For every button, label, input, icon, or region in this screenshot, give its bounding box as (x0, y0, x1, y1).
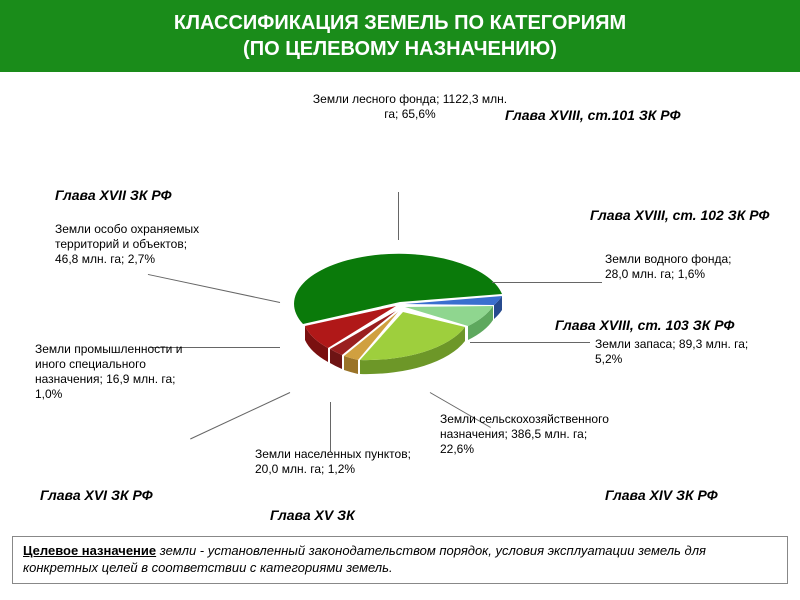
header-banner: КЛАССИФИКАЦИЯ ЗЕМЕЛЬ ПО КАТЕГОРИЯМ (ПО Ц… (0, 0, 800, 72)
chart-area: Земли лесного фонда; 1122,3 млн. га; 65,… (0, 72, 800, 532)
chapter-xviii-101: Глава XVIII, ст.101 ЗК РФ (505, 107, 685, 124)
header-title-line1: КЛАССИФИКАЦИЯ ЗЕМЕЛЬ ПО КАТЕГОРИЯМ (20, 10, 780, 36)
label-reserve: Земли запаса; 89,3 млн. га; 5,2% (595, 337, 755, 367)
chapter-xviii-103: Глава XVIII, ст. 103 ЗК РФ (555, 317, 755, 334)
chapter-xvi: Глава XVI ЗК РФ (40, 487, 190, 504)
chapter-xviii-102: Глава XVIII, ст. 102 ЗК РФ (590, 207, 780, 224)
leader-line (492, 282, 602, 283)
leader-line (190, 392, 290, 439)
leader-line (330, 402, 331, 452)
label-settlement: Земли населенных пунктов; 20,0 млн. га; … (255, 447, 415, 477)
label-agri: Земли сельскохозяйственного назначения; … (440, 412, 610, 457)
leader-line (398, 192, 399, 240)
label-industry: Земли промышленности и иного специальног… (35, 342, 185, 402)
chapter-xvii: Глава XVII ЗК РФ (55, 187, 205, 204)
leader-line (470, 342, 590, 343)
label-forest: Земли лесного фонда; 1122,3 млн. га; 65,… (310, 92, 510, 122)
chapter-xv: Глава XV ЗК (270, 507, 420, 524)
pie-chart (270, 232, 530, 372)
footer-note: Целевое назначение земли - установленный… (12, 536, 788, 584)
footer-lead: Целевое назначение (23, 543, 156, 558)
label-water: Земли водного фонда; 28,0 млн. га; 1,6% (605, 252, 755, 282)
label-protected: Земли особо охраняемых территорий и объе… (55, 222, 205, 267)
leader-line (148, 274, 280, 303)
header-title-line2: (ПО ЦЕЛЕВОМУ НАЗНАЧЕНИЮ) (20, 36, 780, 62)
chapter-xiv: Глава XIV ЗК РФ (605, 487, 765, 504)
